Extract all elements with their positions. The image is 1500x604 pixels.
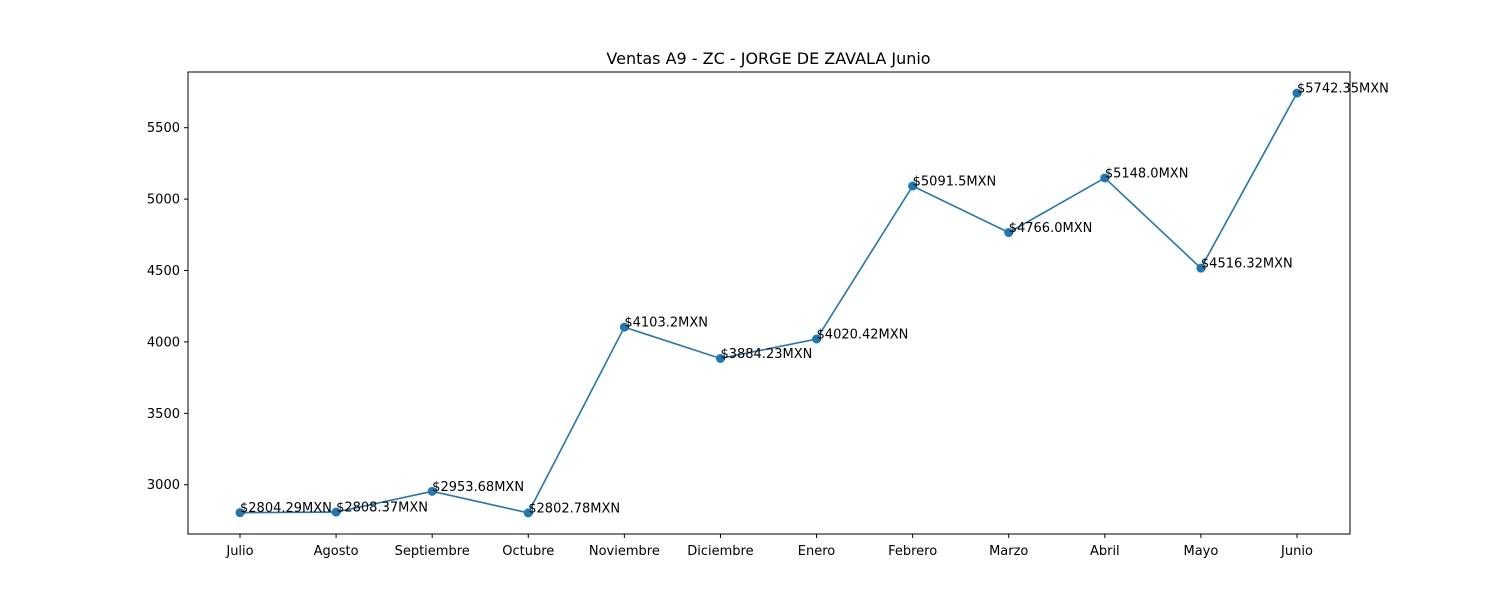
x-tick-label: Enero — [798, 544, 836, 559]
x-tick-label: Julio — [225, 544, 253, 559]
data-label: $2953.68MXN — [432, 480, 524, 495]
chart-title: Ventas A9 - ZC - JORGE DE ZAVALA Junio — [606, 49, 930, 68]
x-tick-label: Diciembre — [687, 544, 753, 559]
data-point — [235, 508, 245, 518]
y-tick-label: 3500 — [147, 407, 180, 422]
series-line — [239, 92, 1298, 514]
data-label: $5742.35MXN — [1297, 82, 1389, 97]
x-tick-label: Mayo — [1183, 544, 1218, 559]
x-tick-label: Abril — [1090, 544, 1120, 559]
x-tick-label: Octubre — [502, 544, 554, 559]
x-tick-label: Junio — [1280, 544, 1313, 559]
x-tick-label: Febrero — [888, 544, 937, 559]
data-label: $3884.23MXN — [720, 347, 812, 362]
series-layer — [235, 88, 1302, 518]
x-tick-label: Agosto — [314, 544, 359, 559]
data-point — [1004, 228, 1014, 238]
y-tick-label: 5500 — [147, 121, 180, 136]
data-labels-layer: $2804.29MXN $2808.37MXN $2953.68MXN $2802.7… — [240, 82, 1389, 517]
plot-frame — [187, 71, 1351, 535]
data-point — [1100, 173, 1110, 183]
data-label: $4020.42MXN — [817, 328, 909, 343]
data-point — [1292, 88, 1302, 98]
data-label: $5091.5MXN — [913, 175, 997, 190]
x-tick-label: Marzo — [989, 544, 1028, 559]
data-point — [812, 334, 822, 344]
x-tick-label: Noviembre — [589, 544, 660, 559]
y-tick-label: 4500 — [147, 264, 180, 279]
data-point — [619, 322, 629, 332]
data-point — [427, 486, 437, 496]
data-point — [1196, 263, 1206, 273]
y-tick-label: 4000 — [147, 335, 180, 350]
data-label: $2808.37MXN — [336, 501, 428, 516]
y-tick-label: 3000 — [147, 478, 180, 493]
data-point — [908, 181, 918, 191]
axis-ticks: Julio Agosto Septiembre Octubre Noviembre Dic… — [147, 121, 1313, 559]
data-point — [715, 353, 725, 363]
y-tick-label: 5000 — [147, 193, 180, 208]
data-label: $4766.0MXN — [1009, 221, 1093, 236]
data-label: $4516.32MXN — [1201, 257, 1293, 272]
data-point — [331, 507, 341, 517]
x-tick-label: Septiembre — [395, 544, 470, 559]
data-label: $4103.2MXN — [624, 316, 708, 331]
data-label: $5148.0MXN — [1105, 166, 1189, 181]
data-point — [523, 508, 533, 518]
data-label: $2804.29MXN — [240, 501, 332, 516]
data-label: $2802.78MXN — [528, 501, 620, 516]
